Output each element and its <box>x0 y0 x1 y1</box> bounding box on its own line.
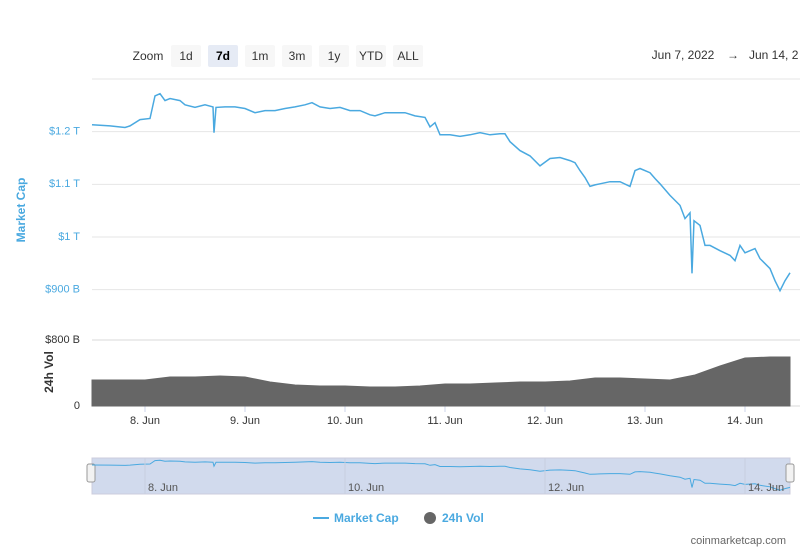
date-from: Jun 7, 2022 <box>652 48 715 62</box>
zoom-label: Zoom <box>133 49 164 63</box>
zoom-button-label[interactable]: 1m <box>252 49 269 63</box>
zoom-button[interactable] <box>208 45 238 67</box>
zoom-button-label[interactable]: YTD <box>359 49 383 63</box>
zoom-button[interactable] <box>171 45 201 67</box>
zoom-button-label[interactable]: 7d <box>216 49 230 63</box>
date-to: Jun 14, 2 <box>749 48 799 62</box>
navigator-line <box>91 459 791 491</box>
zoom-button[interactable] <box>393 45 423 67</box>
x-tick-label: 9. Jun <box>230 415 260 427</box>
navigator-tick-label: 8. Jun <box>148 482 178 494</box>
navigator-tick-label: 10. Jun <box>348 482 384 494</box>
x-tick-label: 13. Jun <box>627 415 663 427</box>
date-arrow: → <box>727 48 739 62</box>
zoom-button[interactable] <box>245 45 275 67</box>
zoom-button-label[interactable]: 1d <box>179 49 192 63</box>
y-tick-label: $900 B <box>45 284 80 296</box>
navigator-handle[interactable] <box>86 463 96 483</box>
zoom-button[interactable] <box>282 45 312 67</box>
volume-area <box>91 356 791 407</box>
zoom-button-label[interactable]: 1y <box>328 49 341 63</box>
y-tick-label: $1.1 T <box>49 178 80 190</box>
x-tick-label: 8. Jun <box>130 415 160 427</box>
legend-dot[interactable] <box>424 512 436 524</box>
zoom-button[interactable] <box>356 45 386 67</box>
zoom-button-label[interactable]: 3m <box>289 49 306 63</box>
navigator-window[interactable] <box>91 457 791 495</box>
y-tick-label: $1.2 T <box>49 126 80 138</box>
zoom-button[interactable] <box>319 45 349 67</box>
navigator-tick-label: 14. Jun <box>748 482 784 494</box>
y-tick-label: $800 B <box>45 334 80 346</box>
legend-label[interactable]: 24h Vol <box>442 511 484 525</box>
y-tick-label: 0 <box>74 400 80 412</box>
y-axis-title: Market Cap <box>14 178 28 243</box>
market-cap-line <box>91 92 791 293</box>
x-tick-label: 12. Jun <box>527 415 563 427</box>
y2-axis-title: 24h Vol <box>42 351 56 393</box>
legend-label[interactable]: Market Cap <box>334 511 399 525</box>
y-tick-label: $1 T <box>58 231 80 243</box>
watermark: coinmarketcap.com <box>691 535 786 547</box>
zoom-button-label[interactable]: ALL <box>397 49 419 63</box>
x-tick-label: 14. Jun <box>727 415 763 427</box>
navigator-handle[interactable] <box>785 463 795 483</box>
navigator-tick-label: 12. Jun <box>548 482 584 494</box>
x-tick-label: 10. Jun <box>327 415 363 427</box>
x-tick-label: 11. Jun <box>427 415 462 427</box>
